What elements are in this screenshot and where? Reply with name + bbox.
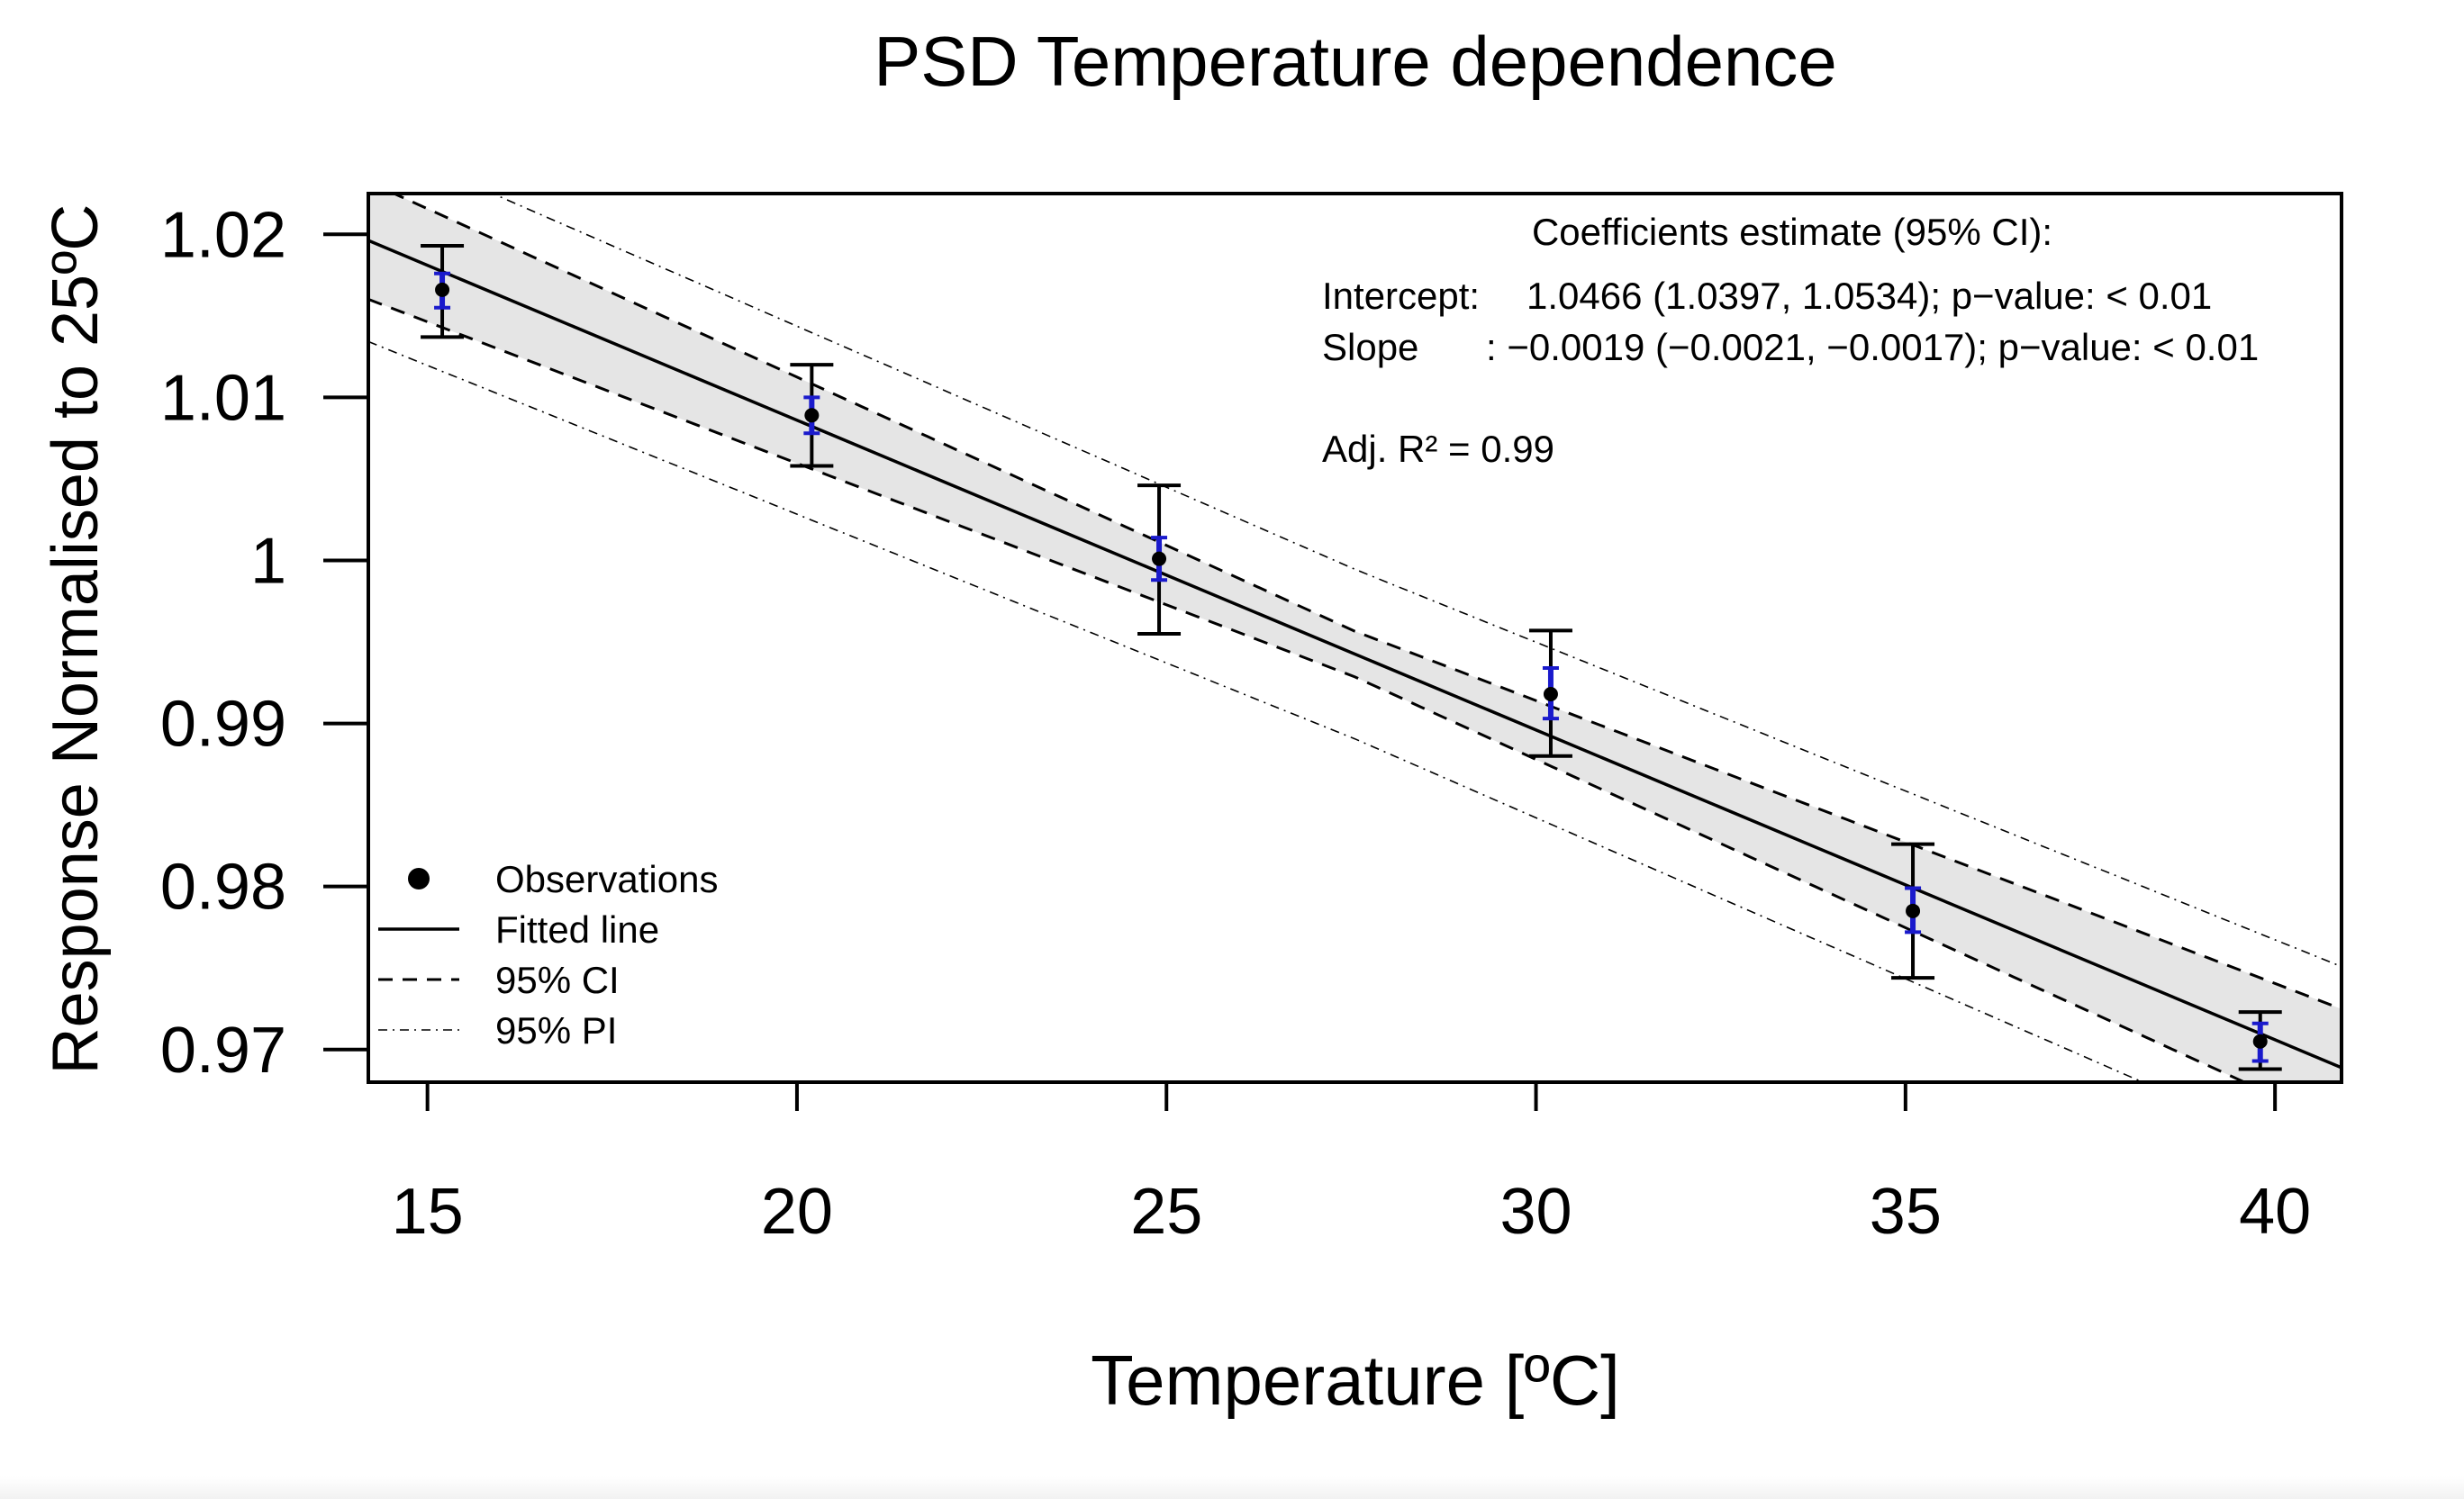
y-axis: 0.97 0.98 0.99 1 1.01 1.02: [160, 199, 368, 1087]
legend-label-pi: 95% PI: [495, 1009, 617, 1052]
observation-marker: [435, 282, 450, 297]
observation-marker: [1543, 686, 1558, 701]
x-tick-label: 30: [1500, 1176, 1572, 1248]
observation-point: [1528, 628, 1572, 758]
legend-label-observations: Observations: [495, 858, 718, 900]
x-tick-label: 20: [761, 1176, 833, 1248]
y-tick-label: 0.98: [160, 852, 286, 924]
annotation-header: Coefficients estimate (95% CI):: [1532, 211, 2052, 253]
ci-upper-line: [390, 194, 2342, 1011]
y-tick-label: 1: [250, 525, 286, 597]
legend-item-ci: 95% CI: [378, 959, 620, 1001]
coefficients-annotation: Coefficients estimate (95% CI): Intercep…: [1322, 211, 2259, 470]
legend-label-fitted-line: Fitted line: [495, 908, 659, 951]
slope-label: Slope: [1322, 326, 1418, 368]
y-axis-label: Response Normalised to 25ºC: [40, 204, 112, 1075]
fitted-line: [368, 239, 2342, 1070]
legend: Observations Fitted line 95% CI 95% PI: [378, 858, 718, 1052]
y-tick-label: 0.97: [160, 1015, 286, 1087]
x-tick-label: 35: [1870, 1176, 1942, 1248]
observation-point: [1891, 842, 1935, 980]
observation-point: [2238, 1010, 2282, 1071]
plot-area: [368, 194, 2342, 1082]
x-tick-label: 40: [2239, 1176, 2311, 1248]
observation-marker: [1906, 903, 1921, 918]
legend-point-marker: [408, 868, 430, 889]
y-tick-label: 1.02: [160, 199, 286, 271]
legend-item-pi: 95% PI: [378, 1009, 617, 1052]
legend-item-observations: Observations: [408, 858, 718, 900]
y-tick-label: 0.99: [160, 689, 286, 761]
chart-title: PSD Temperature dependence: [874, 22, 1837, 101]
y-tick-label: 1.01: [160, 362, 286, 434]
slope-value: : −0.0019 (−0.0021, −0.0017); p−value: <…: [1486, 326, 2259, 368]
observations: [421, 243, 2282, 1071]
ci-lower-line: [368, 297, 2248, 1082]
legend-label-ci: 95% CI: [495, 959, 620, 1001]
pi-upper-line: [491, 194, 2342, 968]
x-tick-label: 25: [1130, 1176, 1202, 1248]
intercept-label: Intercept:: [1322, 275, 1480, 317]
x-axis: 15 20 25 30 35 40: [392, 1082, 2311, 1248]
x-tick-label: 15: [392, 1176, 464, 1248]
observation-marker: [2252, 1034, 2268, 1049]
bottom-fade: [0, 1476, 2464, 1499]
legend-item-fitted-line: Fitted line: [378, 908, 659, 951]
intercept-value: 1.0466 (1.0397, 1.0534); p−value: < 0.01: [1526, 275, 2212, 317]
pi-lower-line: [368, 340, 2145, 1082]
observation-point: [421, 243, 465, 339]
plot-frame: [367, 192, 2343, 1084]
adj-r2: Adj. R² = 0.99: [1322, 428, 1554, 470]
observation-marker: [1152, 551, 1167, 566]
observation-point: [790, 363, 834, 468]
x-axis-label: Temperature [ºC]: [1091, 1341, 1620, 1420]
observation-marker: [804, 408, 820, 423]
observation-point: [1137, 483, 1182, 636]
